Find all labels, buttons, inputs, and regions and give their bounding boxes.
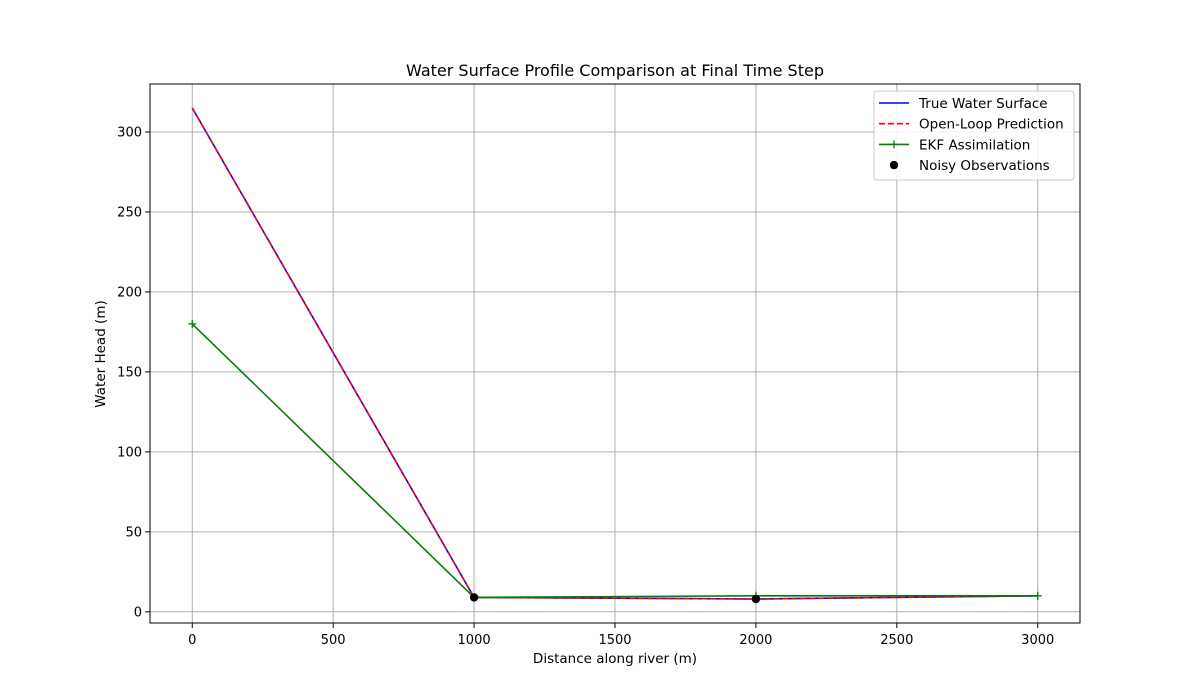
legend-marker-ekf-assimilation bbox=[890, 140, 898, 149]
x-axis-label: Distance along river (m) bbox=[533, 651, 697, 667]
y-tick-label: 50 bbox=[125, 525, 142, 540]
legend-box bbox=[873, 90, 1075, 181]
y-tick-label: 200 bbox=[117, 285, 142, 300]
y-tick-label: 0 bbox=[134, 605, 142, 620]
x-tick-label: 1500 bbox=[598, 633, 631, 648]
legend-swatch-noisy-observations bbox=[889, 160, 899, 170]
chart-title: Water Surface Profile Comparison at Fina… bbox=[406, 61, 824, 80]
y-axis-label: Water Head (m) bbox=[93, 300, 109, 407]
x-tick-label: 500 bbox=[321, 633, 346, 648]
legend-label-ekf-assimilation: EKF Assimilation bbox=[919, 137, 1030, 153]
ekf-assimilation-line bbox=[191, 323, 1038, 599]
noisy-observations-point bbox=[469, 593, 479, 602]
ekf-assimilation-point bbox=[188, 319, 197, 328]
x-tick-label: 0 bbox=[188, 633, 196, 648]
ticks: 0 500 1000 1500 2000 2500 3000 0 50 100 150 200 250 3… bbox=[117, 125, 1054, 648]
x-tick-label: 2000 bbox=[739, 633, 772, 648]
y-tick-label: 150 bbox=[117, 365, 142, 380]
series-layer bbox=[188, 107, 1042, 604]
x-tick-label: 3000 bbox=[1021, 633, 1054, 648]
y-tick-label: 100 bbox=[117, 445, 142, 460]
x-tick-label: 1000 bbox=[458, 633, 491, 648]
x-tick-label: 2500 bbox=[880, 633, 913, 648]
noisy-observations-point bbox=[751, 594, 761, 604]
open-loop-prediction-line bbox=[191, 107, 1038, 600]
legend-label-true-water-surface: True Water Surface bbox=[918, 96, 1048, 112]
legend-label-open-loop-prediction: Open-Loop Prediction bbox=[919, 117, 1064, 133]
legend-label-noisy-observations: Noisy Observations bbox=[919, 158, 1050, 174]
legend: True Water Surface Open-Loop Prediction EK… bbox=[873, 90, 1075, 181]
y-tick-label: 250 bbox=[117, 205, 142, 220]
ekf-assimilation-point bbox=[1033, 591, 1042, 600]
y-tick-label: 300 bbox=[117, 125, 142, 140]
